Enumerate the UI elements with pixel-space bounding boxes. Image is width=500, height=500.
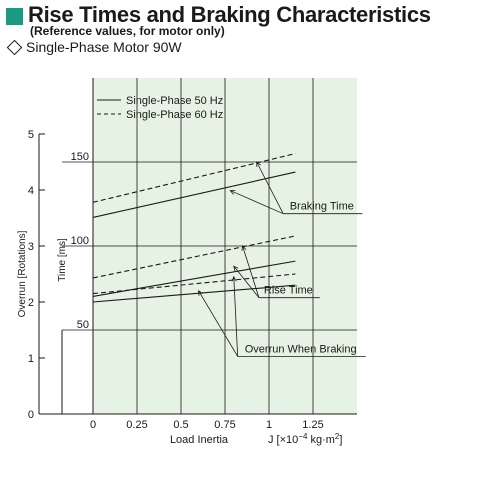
overrun-tick-label: 3	[28, 241, 34, 253]
page-title: Rise Times and Braking Characteristics	[28, 2, 431, 27]
annotation-arrowhead	[233, 265, 239, 272]
overrun-tick-label: 0	[28, 409, 34, 421]
x-axis-unit: J [×10−4 kg·m2]	[268, 432, 342, 446]
legend-label: Single-Phase 50 Hz	[126, 95, 223, 107]
title-accent-square	[6, 8, 23, 25]
annotation-label: Braking Time	[290, 201, 354, 213]
x-axis-unit-part: ]	[339, 434, 342, 446]
annotation-label: Overrun When Braking	[245, 343, 357, 355]
series-line	[92, 153, 296, 203]
motor-label-text: Single-Phase Motor 90W	[26, 39, 182, 55]
x-axis-unit-part: kg·m	[307, 434, 335, 446]
page-subtitle: (Reference values, for motor only)	[30, 24, 225, 38]
motor-label: Single-Phase Motor 90W	[6, 39, 182, 56]
x-tick-label: 0.75	[214, 419, 235, 431]
overrun-tick-label: 5	[28, 129, 34, 141]
annotation-leader	[230, 190, 284, 215]
overrun-tick-label: 4	[28, 185, 34, 197]
series-line	[92, 235, 296, 279]
legend-label: Single-Phase 60 Hz	[126, 109, 223, 121]
annotation-leader	[242, 245, 260, 298]
x-axis-unit-part: J [×10	[268, 434, 298, 446]
overrun-axis-title: Overrun [Rotations]	[17, 230, 28, 317]
x-axis-unit-part: −4	[298, 432, 308, 441]
time-axis-title: Time [ms]	[57, 238, 68, 282]
annotation-leader	[233, 276, 239, 357]
annotation-arrowhead	[198, 290, 203, 296]
annotation-arrowhead	[229, 189, 236, 195]
annotation-arrowhead	[256, 161, 261, 168]
time-tick-label: 150	[71, 151, 89, 163]
x-tick-label: 0	[90, 419, 96, 431]
x-axis-unit-part: 2	[335, 432, 340, 441]
time-tick-label: 100	[71, 235, 89, 247]
overrun-tick-label: 2	[28, 297, 34, 309]
x-tick-label: 1	[266, 419, 272, 431]
annotation-leader	[198, 290, 239, 357]
x-tick-label: 1.25	[302, 419, 323, 431]
series-line	[92, 171, 296, 218]
series-line	[92, 273, 296, 295]
annotation-arrowhead	[241, 245, 247, 252]
annotation-leader	[233, 265, 260, 298]
annotation-arrowhead	[231, 275, 237, 282]
overrun-tick-label: 1	[28, 353, 34, 365]
x-tick-label: 0.25	[126, 419, 147, 431]
annotation-label: Rise Time	[264, 285, 313, 297]
annotation-leader	[256, 161, 284, 214]
x-axis-title: Load Inertia	[170, 434, 229, 446]
series-line	[92, 284, 296, 303]
x-tick-label: 0.5	[173, 419, 188, 431]
time-tick-label: 50	[77, 319, 89, 331]
